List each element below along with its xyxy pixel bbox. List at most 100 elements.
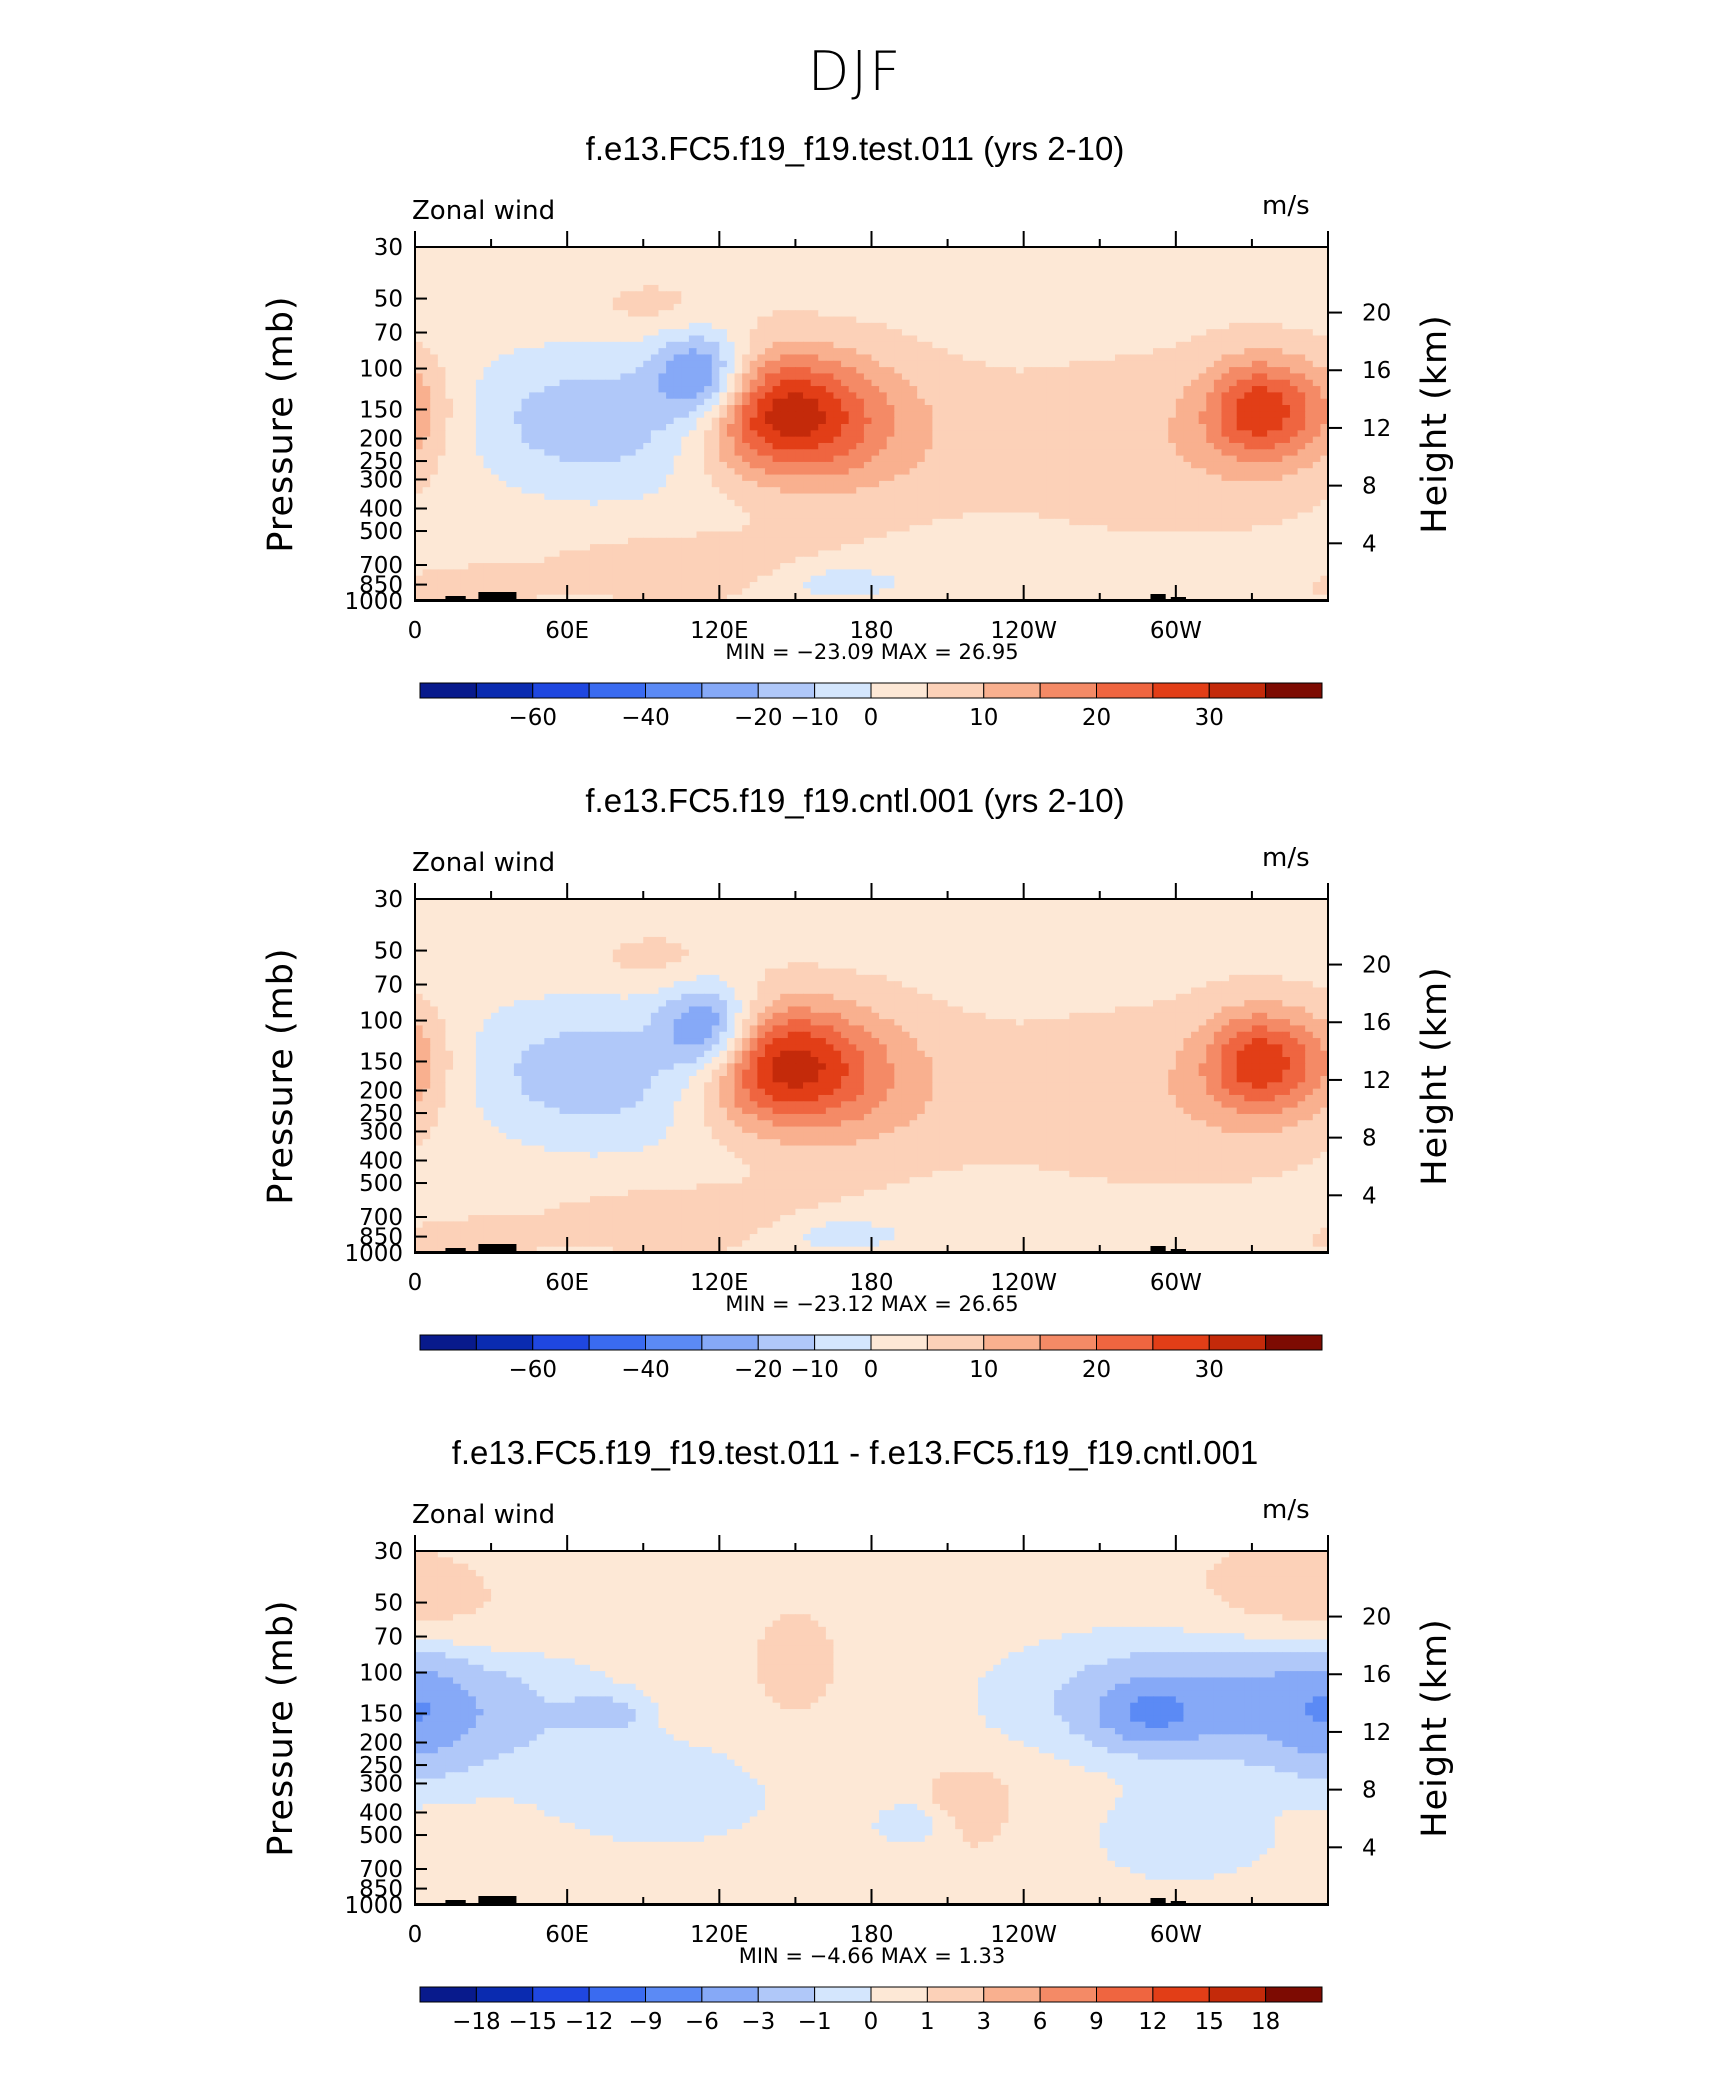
contour-cell [468,367,477,375]
contour-cell [841,487,850,495]
contour-cell [757,367,766,375]
contour-cell [567,341,576,349]
contour-cell [529,506,538,514]
contour-cell [1206,386,1215,393]
contour-cell [978,322,987,330]
contour-cell [894,329,903,337]
contour-cell [939,430,949,438]
contour-cell [483,303,492,311]
contour-cell [742,506,751,514]
contour-cell [422,316,431,324]
contour-cell [589,468,599,476]
contour-cell [453,392,462,400]
contour-cell [1312,253,1321,261]
contour-cell [453,329,462,337]
contour-cell [1206,348,1215,356]
contour-cell [863,468,873,476]
contour-cell [597,499,606,507]
contour-cell [719,291,728,299]
contour-cell [909,442,918,450]
contour-cell [1267,265,1276,273]
contour-cell [1054,442,1063,450]
contour-cell [1130,284,1139,292]
contour-cell [445,442,454,450]
contour-cell [1107,386,1116,393]
contour-cell [825,436,835,444]
contour-cell [673,392,682,400]
contour-cell [513,449,523,457]
contour-cell [1259,405,1268,412]
contour-cell [962,247,972,254]
contour-cell [1099,360,1108,368]
contour-cell [955,455,964,463]
contour-cell [1229,348,1238,356]
contour-cell [1153,468,1162,476]
contour-cell [1061,379,1070,387]
contour-cell [1145,449,1154,457]
contour-cell [719,411,728,419]
contour-cell [1198,247,1207,254]
contour-cell [1107,367,1116,375]
contour-cell [894,417,903,425]
contour-cell [909,303,918,311]
contour-cell [468,272,477,280]
contour-cell [810,474,819,482]
contour-cell [1168,449,1177,457]
contour-cell [879,329,888,337]
contour-cell [1008,322,1017,330]
contour-cell [1114,468,1124,476]
contour-cell [871,360,880,368]
contour-cell [1236,297,1245,305]
contour-cell [430,468,439,476]
contour-cell [749,386,758,393]
contour-cell [475,461,485,469]
contour-cell [666,386,675,393]
contour-cell [628,398,637,406]
contour-cell [894,405,903,412]
contour-cell [597,341,606,349]
contour-cell [483,474,492,482]
contour-cell [635,398,644,406]
contour-cell [453,335,462,343]
contour-cell [696,265,705,273]
contour-cell [422,247,431,254]
contour-cell [1054,341,1063,349]
contour-cell [1221,386,1230,393]
contour-cell [589,455,599,463]
contour-cell [536,329,545,337]
contour-cell [1130,278,1139,286]
contour-cell [894,360,903,368]
contour-cell [932,487,941,495]
contour-cell [1251,322,1261,330]
contour-cell [1099,417,1108,425]
contour-cell [567,272,576,280]
contour-cell [1221,411,1230,419]
contour-cell [848,442,857,450]
contour-cell [1297,392,1306,400]
contour-cell [764,265,774,273]
contour-cell [1046,303,1055,311]
contour-cell [1251,417,1261,425]
contour-cell [841,436,850,444]
contour-cell [1168,360,1177,368]
contour-cell [848,499,857,507]
contour-cell [582,341,591,349]
contour-cell [909,329,918,337]
contour-cell [1114,303,1124,311]
contour-cell [551,449,561,457]
contour-cell [1244,354,1253,362]
contour-cell [894,303,903,311]
contour-cell [1000,316,1010,324]
contour-cell [787,417,797,425]
contour-cell [437,468,447,476]
contour-cell [719,341,728,349]
contour-cell [422,386,431,393]
contour-cell [673,373,682,381]
contour-cell [643,360,652,368]
contour-cell [513,468,523,476]
contour-cell [574,247,583,254]
contour-cell [468,322,477,330]
contour-cell [1236,341,1245,349]
contour-cell [1046,386,1055,393]
contour-cell [415,291,424,299]
